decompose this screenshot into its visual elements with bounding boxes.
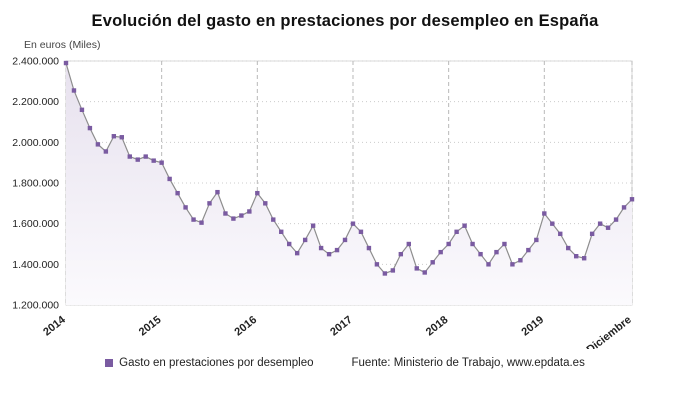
source-text: Fuente: Ministerio de Trabajo, www.epdat… [351,357,585,369]
line-area-chart: 1.200.000 1.400.000 1.600.000 1.800.000 2.00… [12,56,635,349]
svg-text:2019: 2019 [519,314,546,339]
svg-text:1.400.000: 1.400.000 [12,259,59,271]
legend-item: Gasto en prestaciones por desempleo [105,357,314,369]
svg-text:2016: 2016 [232,314,259,339]
svg-text:2.000.000: 2.000.000 [12,137,59,149]
svg-text:1.200.000: 1.200.000 [12,300,59,312]
y-axis-unit-label: En euros (Miles) [24,39,101,51]
svg-text:2015: 2015 [137,314,164,339]
svg-text:2.400.000: 2.400.000 [12,56,59,68]
svg-text:Diciembre: Diciembre [585,314,634,349]
chart-legend: Gasto en prestaciones por desempleo Fuen… [0,357,690,369]
svg-text:1.800.000: 1.800.000 [12,178,59,190]
svg-text:2017: 2017 [328,314,355,339]
svg-text:2.200.000: 2.200.000 [12,96,59,108]
svg-text:2018: 2018 [424,314,451,339]
legend-label: Gasto en prestaciones por desempleo [119,357,314,369]
legend-square-icon [105,359,114,367]
svg-text:1.600.000: 1.600.000 [12,218,59,230]
svg-text:2014: 2014 [41,313,68,338]
chart-title: Evolución del gasto en prestaciones por … [91,12,599,30]
